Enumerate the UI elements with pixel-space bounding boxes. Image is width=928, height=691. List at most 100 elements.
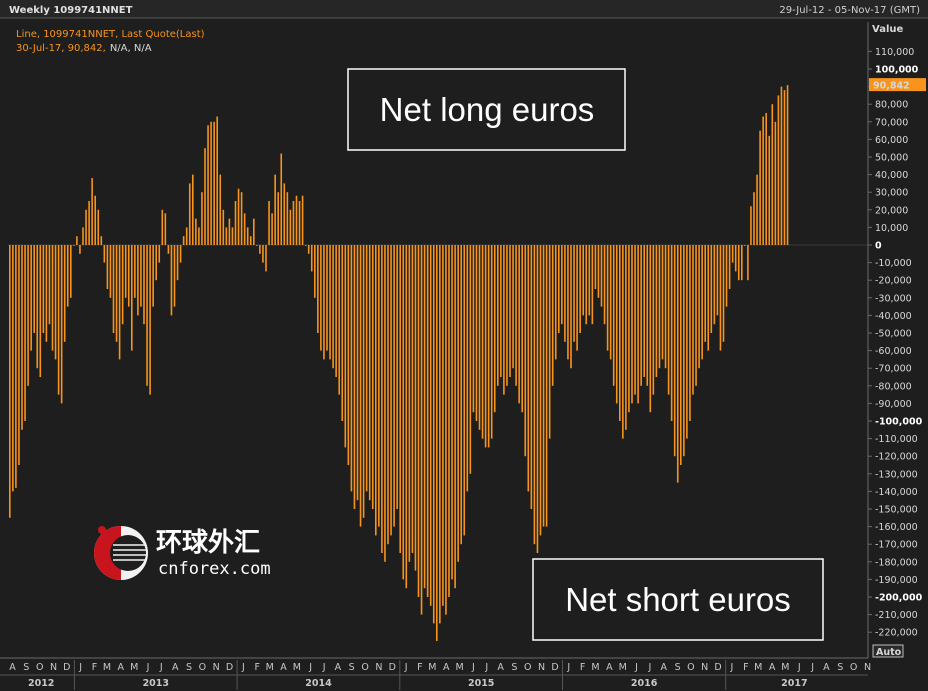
- year-label: 2013: [143, 678, 169, 689]
- bar: [381, 245, 383, 553]
- bar: [612, 245, 615, 386]
- bar: [640, 245, 642, 386]
- bar: [161, 209, 164, 245]
- bar: [597, 245, 600, 298]
- bar: [307, 245, 310, 254]
- y-tick-label: 100,000: [875, 65, 919, 76]
- bar: [42, 245, 45, 333]
- auto-scale-button[interactable]: Auto: [872, 644, 904, 658]
- x-tick-label: J: [484, 662, 488, 673]
- bar: [503, 245, 505, 395]
- bar: [390, 245, 392, 536]
- bar: [683, 245, 685, 457]
- bar: [481, 245, 484, 439]
- watermark-chinese: 环球外汇: [156, 528, 260, 558]
- x-tick-label: O: [687, 662, 694, 673]
- bar: [658, 245, 661, 369]
- bar: [664, 245, 667, 369]
- watermark: 环球外汇 cnforex.com: [94, 526, 271, 580]
- x-tick-label: M: [293, 662, 301, 673]
- bar: [680, 245, 682, 465]
- bar: [622, 245, 624, 439]
- legend-line-2: 30-Jul-17, 90,842, N/A, N/A: [16, 43, 152, 54]
- bar: [237, 188, 240, 245]
- bar: [51, 245, 54, 351]
- bar: [741, 245, 743, 281]
- x-tick-label: N: [213, 662, 220, 673]
- bar: [417, 245, 420, 597]
- bar: [176, 245, 179, 281]
- bar: [127, 245, 130, 307]
- bar: [216, 116, 218, 246]
- x-tick-label: J: [634, 662, 638, 673]
- bar: [48, 245, 51, 325]
- callout-short-text: Net short euros: [565, 581, 791, 618]
- bar: [240, 192, 243, 245]
- bar: [371, 245, 374, 509]
- bar: [121, 245, 124, 325]
- bar: [411, 245, 414, 553]
- bar: [667, 245, 670, 395]
- y-tick-label: -50,000: [875, 329, 912, 340]
- last-value-badge: [869, 78, 926, 92]
- x-tick-label: M: [754, 662, 762, 673]
- bar: [646, 245, 649, 386]
- x-tick-label: F: [92, 662, 97, 673]
- last-value-badge-text: 90,842: [873, 81, 910, 92]
- bar: [780, 86, 783, 245]
- auto-button-label[interactable]: Auto: [876, 647, 902, 658]
- x-tick-label: S: [675, 662, 681, 673]
- x-tick-label: A: [9, 662, 16, 673]
- bar: [606, 245, 609, 351]
- bar: [475, 245, 478, 421]
- bar: [582, 245, 584, 316]
- bar: [573, 245, 575, 342]
- bar: [155, 245, 157, 281]
- bar: [335, 245, 337, 377]
- bar: [131, 245, 133, 351]
- callout-short: Net short euros: [532, 558, 824, 641]
- x-tick-label: A: [823, 662, 830, 673]
- bar: [393, 245, 395, 527]
- bar: [439, 245, 441, 624]
- bar: [713, 245, 716, 325]
- bar: [518, 245, 520, 404]
- bar: [210, 121, 212, 245]
- bar: [545, 245, 548, 527]
- bar: [704, 245, 706, 342]
- bar: [140, 245, 142, 307]
- x-tick-label: J: [322, 662, 326, 673]
- bar: [524, 245, 527, 457]
- bar: [539, 245, 542, 536]
- bar: [484, 245, 487, 448]
- y-tick-label: -220,000: [875, 628, 918, 639]
- bar: [762, 116, 764, 246]
- y-tick-label: 10,000: [875, 223, 908, 234]
- x-tick-label: J: [159, 662, 163, 673]
- x-tick-label: N: [50, 662, 57, 673]
- bar: [405, 245, 408, 589]
- bar: [323, 245, 325, 360]
- y-tick-label: 60,000: [875, 135, 908, 146]
- bar: [66, 245, 69, 307]
- bar: [725, 245, 728, 307]
- bar: [9, 245, 11, 518]
- bar: [280, 153, 283, 245]
- bar: [603, 245, 606, 325]
- y-tick-label: -120,000: [875, 452, 918, 463]
- x-tick-label: A: [497, 662, 504, 673]
- bar: [39, 245, 42, 377]
- bar: [375, 245, 377, 536]
- bar: [631, 245, 633, 404]
- bar: [228, 218, 231, 245]
- auto-button-frame[interactable]: [872, 644, 904, 658]
- bar: [298, 201, 301, 245]
- bar: [253, 218, 255, 245]
- x-tick-label: D: [226, 662, 233, 673]
- year-label: 2015: [468, 678, 494, 689]
- bar: [426, 245, 429, 597]
- x-tick-label: J: [78, 662, 82, 673]
- bar: [728, 245, 731, 289]
- bar: [768, 135, 771, 245]
- bar: [472, 245, 475, 413]
